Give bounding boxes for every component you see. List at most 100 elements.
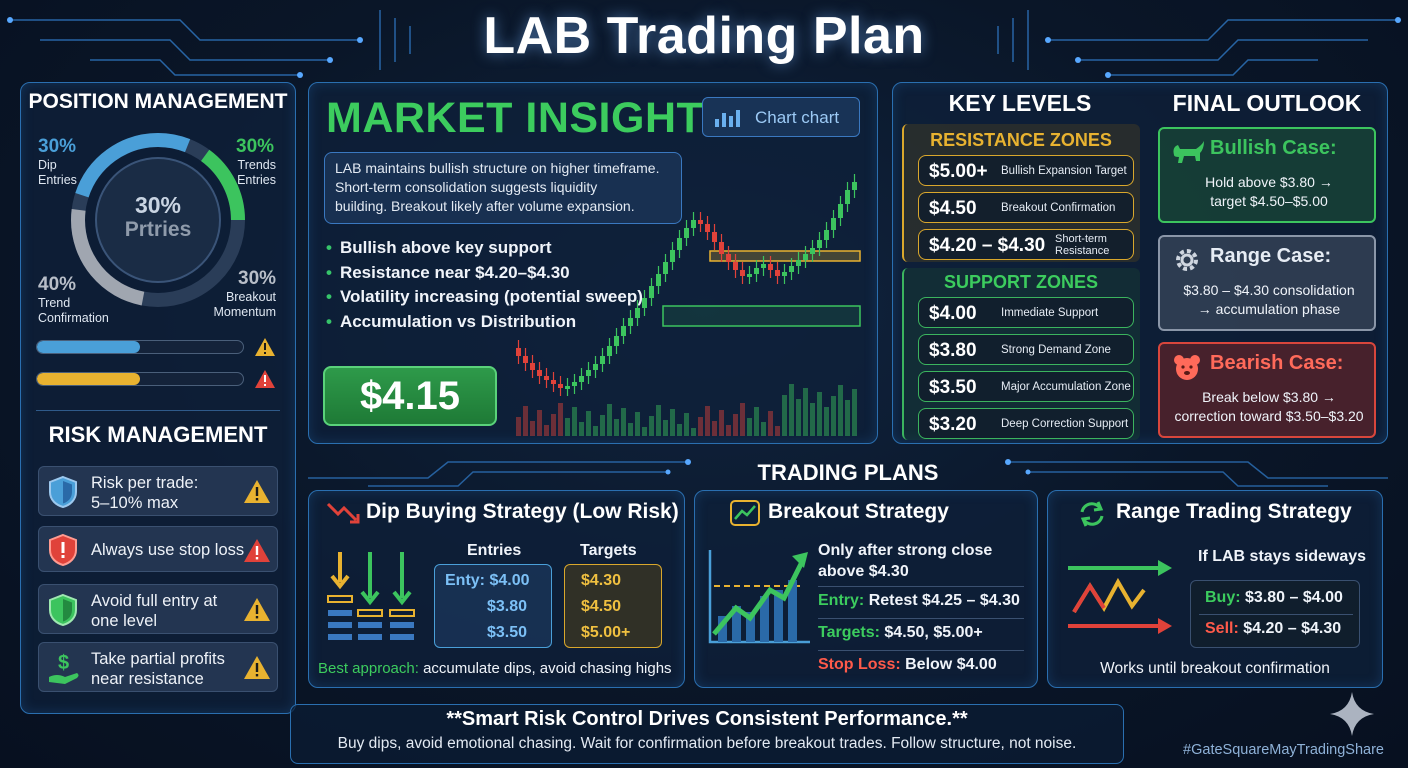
warning-icon (255, 338, 275, 356)
sparkle-icon (1330, 692, 1374, 736)
volume-bar (656, 405, 661, 436)
dip-approach: Best approach: accumulate dips, avoid ch… (318, 660, 672, 677)
candle-body (558, 384, 563, 388)
candle-body (719, 242, 724, 254)
volume-bar (642, 427, 647, 436)
volume-bar (628, 423, 633, 436)
range-case-text: $3.80 – $4.30 consolidation → accumulatio… (1183, 282, 1355, 317)
volume-bar (684, 413, 689, 436)
candle-body (614, 336, 619, 346)
range-footer: Works until breakout confirmation (1100, 660, 1330, 677)
volume-bar (614, 419, 619, 436)
bearish-case-card: Bearish Case: Break below $3.80 → correct… (1158, 342, 1376, 438)
candle-body (691, 220, 696, 228)
candle-body (796, 260, 801, 266)
allocation-bar-blue (36, 340, 244, 354)
volume-bar (523, 406, 528, 436)
divider (818, 586, 1024, 587)
resistance-heading: RESISTANCE ZONES (930, 130, 1112, 150)
volume-bar (537, 410, 542, 436)
market-bullets: Bullish above key support Resistance nea… (326, 238, 643, 336)
dip-buying-title: Dip Buying Strategy (Low Risk) (366, 500, 679, 523)
circuit-decoration-left (7, 10, 411, 78)
footer-subline: Buy dips, avoid emotional chasing. Wait … (337, 735, 1077, 752)
volume-bar (572, 407, 577, 436)
bull-icon (1173, 141, 1204, 163)
position-management-heading: POSITION MANAGEMENT (28, 90, 288, 113)
segment-pct-dip: 30% (38, 136, 77, 157)
bullish-case-title: Bullish Case: (1210, 137, 1337, 159)
entries-box: Enty: $4.00 $3.80 $3.50 (434, 564, 552, 648)
support-level: $3.80 Strong Demand Zone (918, 334, 1134, 365)
volume-bar (579, 422, 584, 436)
bullet-item: Bullish above key support (326, 238, 643, 263)
volume-bar (775, 426, 780, 436)
warning-icon (255, 370, 275, 388)
candle-body (810, 248, 815, 254)
volume-bar (726, 425, 731, 436)
candle-body (838, 204, 843, 218)
candle-body (712, 232, 717, 242)
candle-body (824, 230, 829, 240)
candle-body (747, 274, 752, 277)
candle-body (523, 356, 528, 363)
breakout-title: Breakout Strategy (768, 500, 949, 523)
candle-body (852, 182, 857, 190)
risk-text-line1: Avoid full entry at (91, 592, 218, 610)
volume-bar (607, 404, 612, 436)
risk-item-stop-loss: Always use stop loss (38, 526, 278, 572)
entries-label: Entries (467, 542, 522, 559)
divider (818, 618, 1024, 619)
breakout-targets: Targets: $4.50, $5.00+ (818, 624, 983, 641)
volume-bar (691, 428, 696, 436)
breakout-condition: Only after strong close above $4.30 (818, 542, 993, 580)
price-badge: $4.15 (323, 366, 497, 426)
bullet-item: Resistance near $4.20–$4.30 (326, 263, 643, 288)
volume-bar (712, 421, 717, 436)
volume-bar (761, 422, 766, 436)
candle-body (572, 382, 577, 386)
risk-text-line2: one level (91, 612, 158, 630)
volume-bar (558, 403, 563, 436)
segment-label-dip: Dip Entries (38, 158, 77, 187)
volume-bar (586, 411, 591, 436)
risk-text-line1: Risk per trade: (91, 474, 199, 492)
final-outlook-heading: FINAL OUTLOOK (1172, 90, 1362, 116)
footer-headline: **Smart Risk Control Drives Consistent P… (446, 708, 968, 730)
range-case-card: Range Case: $3.80 – $4.30 consolidation →… (1158, 235, 1376, 331)
allocation-bar-yellow (36, 372, 244, 386)
resistance-level: $5.00+ Bullish Expansion Target (918, 155, 1134, 186)
volume-bar (817, 392, 822, 436)
candle-body (663, 262, 668, 274)
range-trading-title: Range Trading Strategy (1116, 500, 1352, 523)
market-insight-heading: MARKET INSIGHT (326, 94, 704, 142)
chart-button[interactable]: Chart chart (702, 97, 860, 137)
breakout-panel (694, 490, 1038, 688)
candle-body (698, 220, 703, 224)
risk-management-heading: RISK MANAGEMENT (48, 422, 268, 447)
volume-bar (803, 388, 808, 436)
volume-bar (621, 408, 626, 436)
risk-text-line1: Always use stop loss (91, 541, 245, 559)
targets-label: Targets (580, 542, 637, 559)
candle-body (621, 326, 626, 336)
segment-label-trends: Trends Entries (237, 158, 276, 187)
volume-bar (782, 395, 787, 436)
candle-body (782, 272, 787, 276)
risk-item-risk-per-trade: Risk per trade: 5–10% max (38, 466, 278, 516)
candle-body (733, 262, 738, 270)
donut-center-label: Prtries (124, 218, 192, 241)
risk-text-line2: 5–10% max (91, 494, 179, 512)
candle-body (586, 370, 591, 376)
volume-bar (733, 414, 738, 436)
candle-body (684, 228, 689, 238)
candle-body (635, 308, 640, 318)
range-case-title: Range Case: (1210, 245, 1332, 267)
donut-segment-dip-entries (71, 133, 245, 307)
candle-body (551, 380, 556, 384)
candle-body (768, 264, 773, 270)
candle-body (642, 298, 647, 308)
candle-body (670, 250, 675, 262)
volume-bar (789, 384, 794, 436)
candle-body (565, 386, 570, 389)
